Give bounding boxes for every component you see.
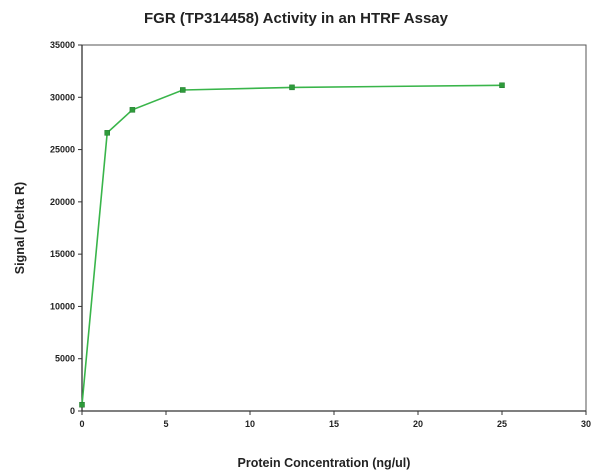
- y-tick-label: 25000: [50, 145, 75, 155]
- data-point: [129, 107, 136, 113]
- y-tick-label: 20000: [50, 197, 75, 207]
- data-point: [104, 130, 110, 136]
- y-tick-label: 10000: [50, 301, 75, 311]
- data-point: [499, 82, 505, 89]
- y-tick-label: 35000: [50, 40, 75, 50]
- y-tick-label: 30000: [50, 92, 75, 102]
- y-tick-label: 15000: [50, 249, 75, 259]
- y-axis-label: Signal (Delta R): [13, 182, 27, 274]
- series-line: [81, 84, 503, 405]
- y-tick-label: 5000: [55, 354, 75, 364]
- x-axis-label: Protein Concentration (ng/ul): [238, 456, 411, 470]
- x-tick-label: 5: [163, 419, 168, 429]
- chart-title: FGR (TP314458) Activity in an HTRF Assay: [144, 10, 449, 27]
- axes: [78, 44, 587, 415]
- data-point: [289, 84, 295, 91]
- x-tick-label: 20: [413, 419, 423, 429]
- x-tick-label: 0: [79, 419, 84, 429]
- data-point: [180, 87, 186, 93]
- series-layer: [79, 82, 505, 408]
- x-tick-label: 30: [581, 419, 591, 429]
- x-tick-label: 25: [497, 419, 507, 429]
- y-tick-label: 0: [70, 406, 75, 416]
- data-point: [79, 401, 85, 408]
- tick-labels: 0 5 10 15 20 25 30 0 5000 10000 15000 20000 25000 300…: [50, 40, 591, 429]
- x-tick-label: 10: [245, 419, 255, 429]
- x-tick-label: 15: [329, 419, 339, 429]
